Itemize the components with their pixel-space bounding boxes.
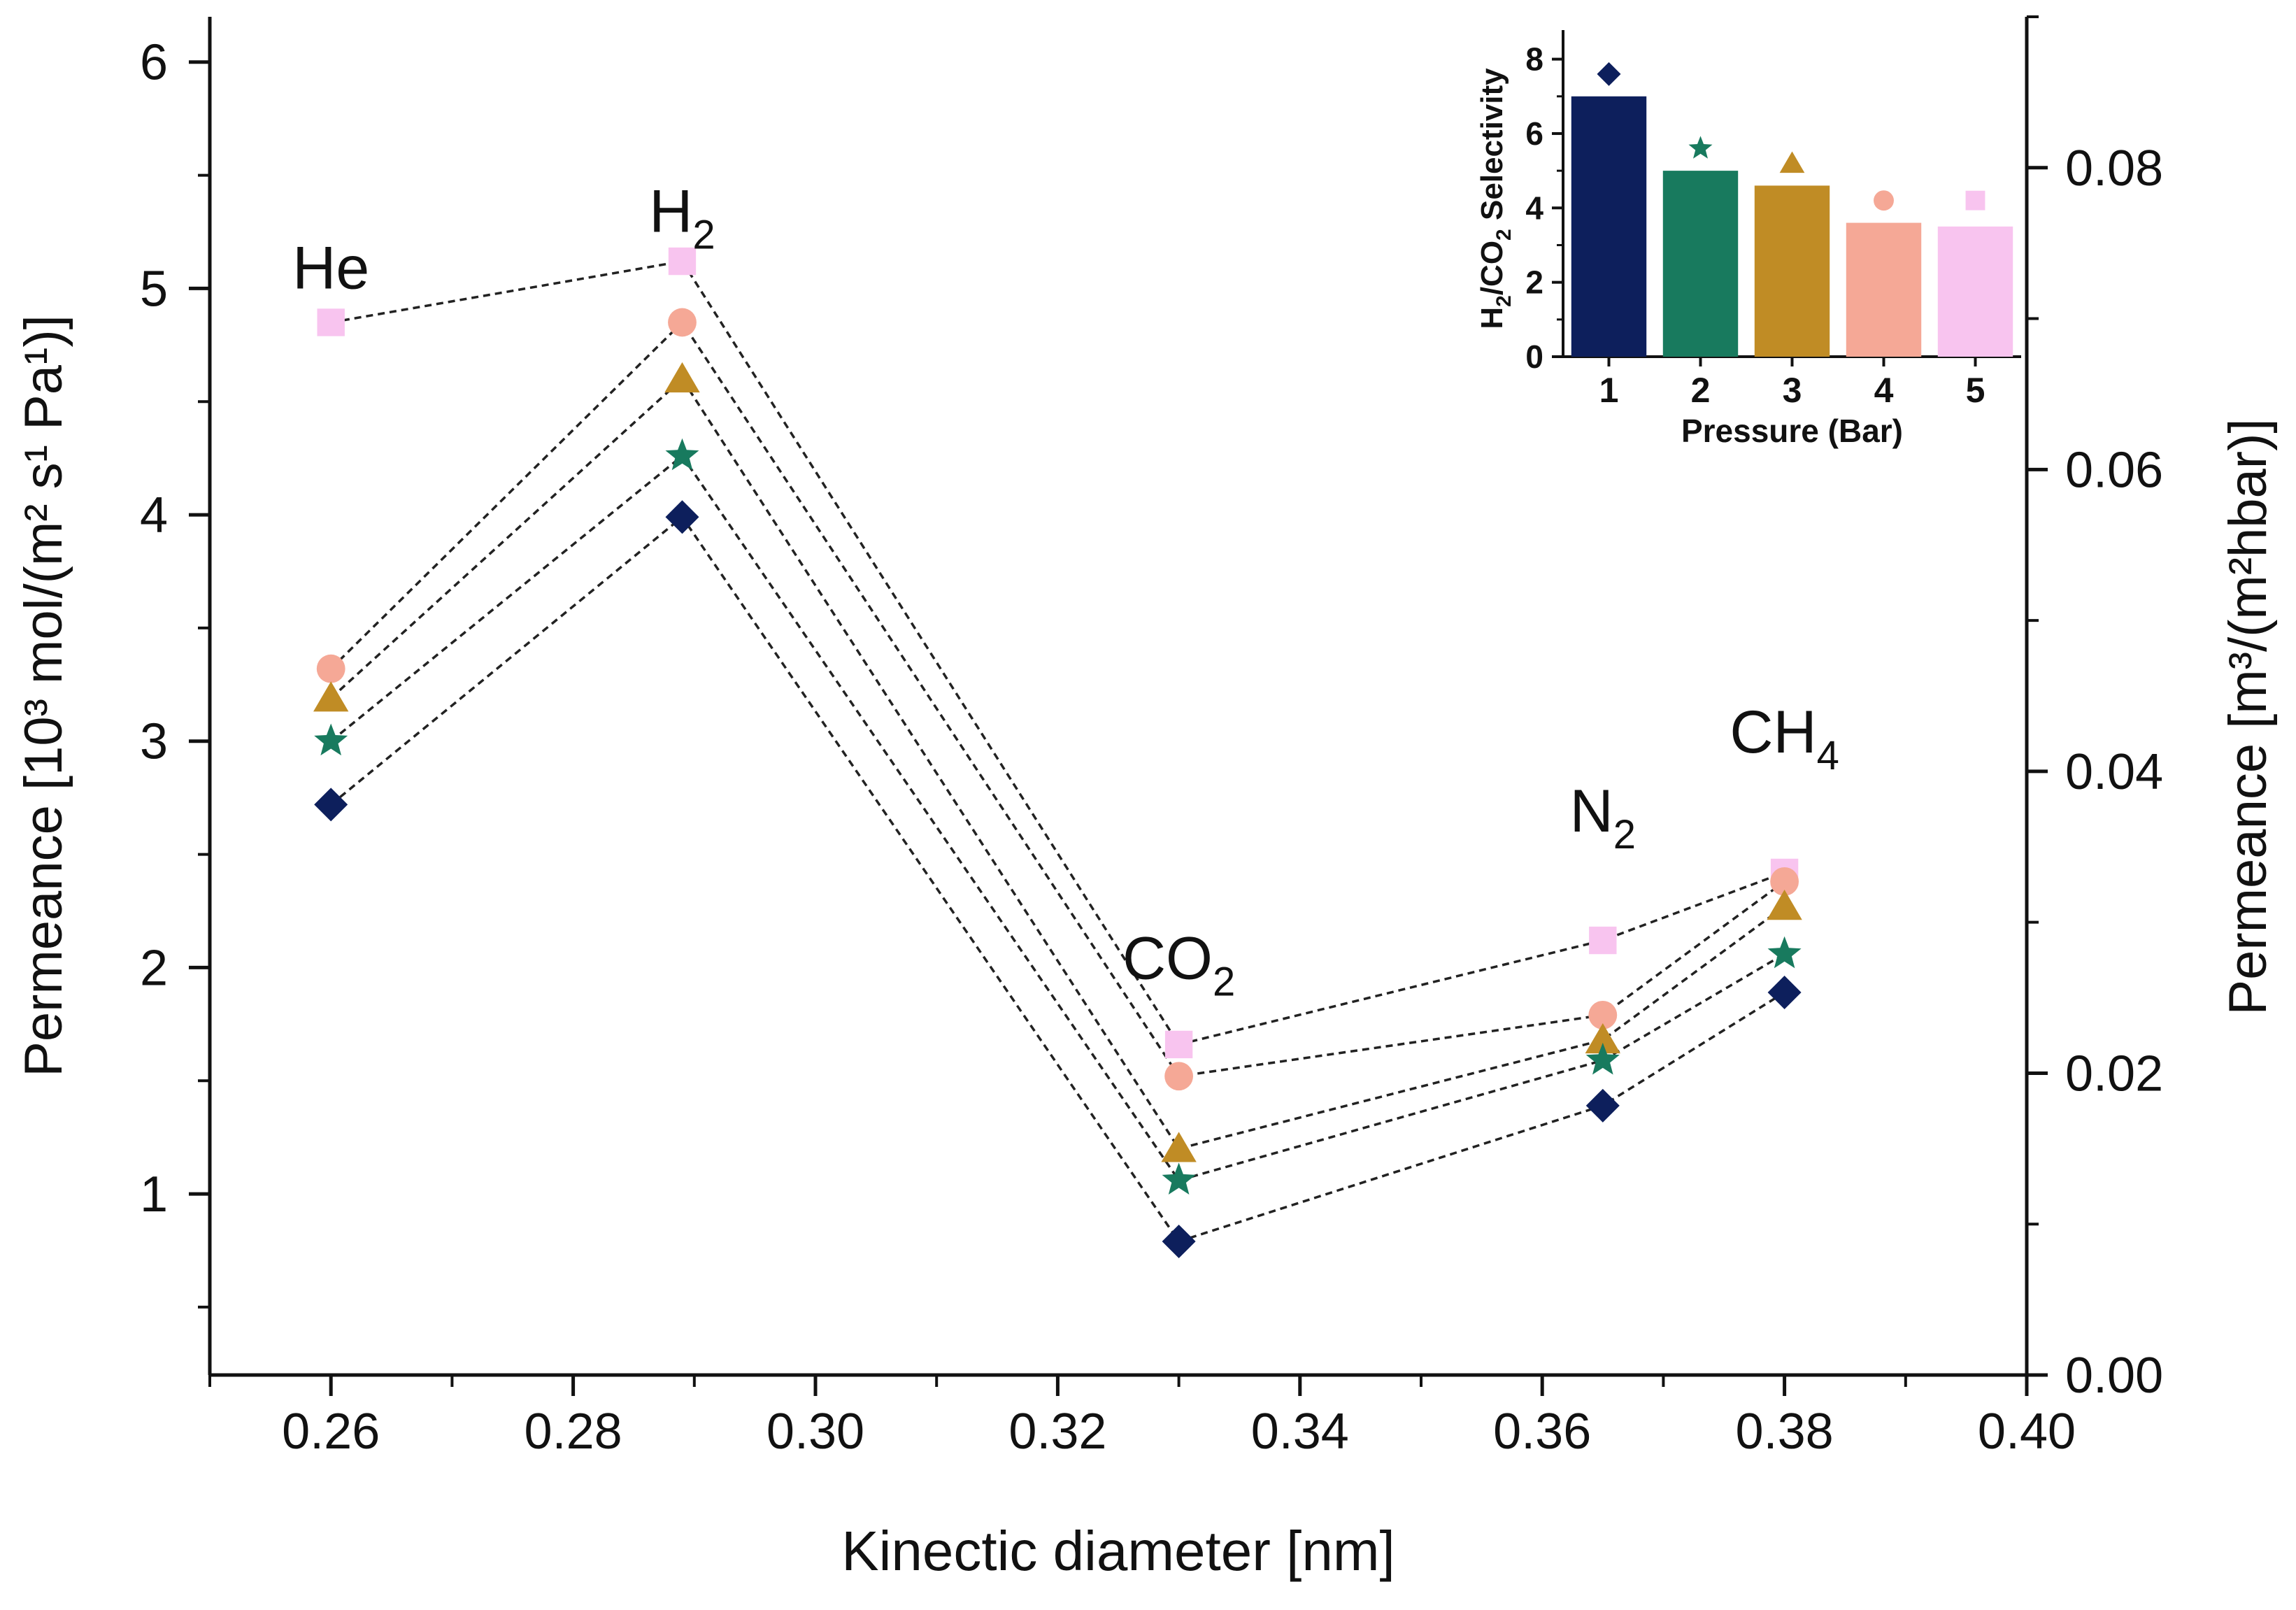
inset-y-tick-label: 4: [1525, 190, 1543, 226]
data-point-triangle: [1585, 1023, 1620, 1054]
inset-x-tick-label: 4: [1874, 371, 1894, 410]
x-tick-label: 0.28: [525, 1404, 622, 1460]
data-point-star: [314, 723, 348, 756]
inset-y-tick-label: 8: [1525, 41, 1543, 78]
data-point-square: [1164, 1030, 1193, 1059]
data-point-triangle: [664, 362, 700, 393]
y-tick-label: 6: [140, 35, 168, 91]
data-point-diamond: [1585, 1088, 1620, 1123]
inset-y-tick-label: 6: [1525, 115, 1543, 152]
data-point-diamond: [665, 500, 699, 534]
series-line: [330, 259, 1785, 1046]
y-tick-label: 3: [140, 714, 168, 770]
gas-label: N2: [1570, 778, 1636, 857]
inset-bar: [1846, 222, 1922, 357]
inset-marker-square: [1965, 190, 1985, 211]
y-tick-label: 5: [140, 261, 168, 317]
y2-tick-label: 0.04: [2065, 744, 2163, 800]
x-tick-label: 0.38: [1736, 1404, 1834, 1460]
gas-label: CO2: [1122, 925, 1235, 1005]
data-point-star: [1162, 1162, 1196, 1195]
inset-y-tick-label: 0: [1525, 339, 1543, 375]
x-tick-label: 0.32: [1008, 1404, 1106, 1460]
data-point-diamond: [314, 788, 348, 822]
series-line: [330, 454, 1785, 1182]
inset-y-tick-label: 2: [1525, 264, 1543, 301]
data-point-star: [1585, 1042, 1620, 1075]
data-point-triangle: [313, 681, 349, 712]
inset-x-tick-label: 2: [1691, 371, 1711, 410]
y-axis-label: Permeance [10³ mol/(m² s¹ Pa¹)]: [14, 315, 73, 1077]
data-point-square: [317, 308, 345, 336]
inset-marker-triangle: [1779, 151, 1805, 173]
y2-axis-label: Permeance [m³/(m²hbar)]: [2218, 418, 2278, 1015]
data-point-circle: [1588, 1000, 1618, 1030]
y2-tick-label: 0.08: [2065, 141, 2163, 197]
inset-marker-circle: [1874, 190, 1894, 211]
y2-tick-label: 0.06: [2065, 442, 2163, 498]
series-line: [330, 377, 1785, 1150]
y-tick-label: 2: [140, 940, 168, 996]
inset-x-tick-label: 5: [1966, 371, 1985, 410]
inset-bar: [1662, 171, 1739, 357]
data-point-star: [1767, 936, 1802, 969]
data-point-triangle: [1767, 890, 1802, 920]
x-tick-label: 0.34: [1251, 1404, 1349, 1460]
y2-tick-label: 0.00: [2065, 1348, 2163, 1404]
data-point-circle: [668, 308, 697, 337]
y2-tick-label: 0.02: [2065, 1046, 2163, 1102]
data-point-star: [665, 438, 699, 471]
inset-x-tick-label: 3: [1783, 371, 1802, 410]
series-line: [329, 320, 1785, 1078]
inset-plot: 0 2 4 6 8 1 2 3 4 5 Pressure (Bar) H2/CO2 Selectivi…: [1475, 30, 2021, 449]
gas-label: H2: [649, 178, 715, 257]
gas-label: CH4: [1730, 699, 1839, 778]
x-tick-label: 0.36: [1493, 1404, 1591, 1460]
y-tick-label: 1: [140, 1167, 168, 1223]
inset-y-axis-label: H2/CO2 Selectivity: [1475, 68, 1516, 329]
data-point-diamond: [1162, 1225, 1196, 1259]
x-tick-label: 0.40: [1978, 1404, 2076, 1460]
y-tick-label: 4: [140, 487, 168, 543]
x-tick-label: 0.30: [766, 1404, 864, 1460]
inset-bar: [1937, 226, 2013, 357]
data-point-circle: [316, 654, 345, 683]
data-point-diamond: [1767, 976, 1802, 1010]
data-point-square: [1589, 926, 1617, 955]
inset-marker-diamond: [1597, 62, 1621, 86]
inset-x-tick-label: 1: [1599, 371, 1619, 410]
inset-marker-star: [1688, 136, 1713, 159]
data-point-triangle: [1161, 1132, 1197, 1162]
inset-bar: [1754, 185, 1830, 357]
x-axis-label: Kinectic diameter [nm]: [841, 1520, 1395, 1582]
data-point-square: [668, 247, 697, 276]
data-point-circle: [1164, 1062, 1193, 1091]
inset-bar: [1571, 96, 1647, 357]
data-point-circle: [1770, 867, 1799, 896]
main-plot: 0.26 0.28 0.30 0.32 0.34 0.36 0.38 0.40 1 2 3 4 5 6 0.…: [14, 15, 2278, 1582]
gas-label: He: [292, 234, 369, 301]
series-line: [330, 515, 1785, 1244]
inset-x-axis-label: Pressure (Bar): [1681, 413, 1903, 449]
x-tick-label: 0.26: [282, 1404, 380, 1460]
